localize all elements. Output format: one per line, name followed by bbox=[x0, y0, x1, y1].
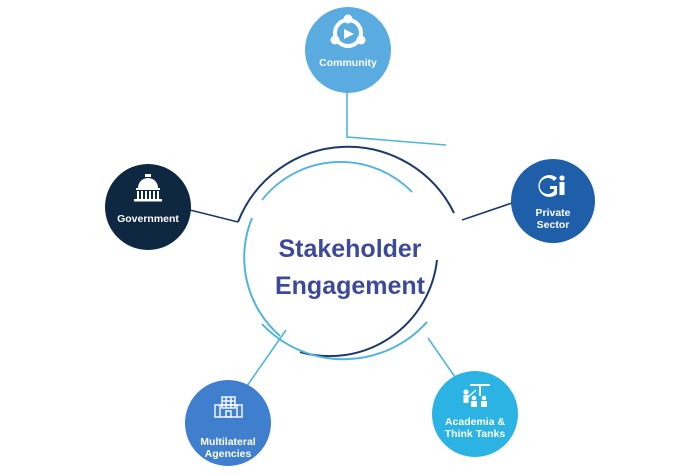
presentation-icon bbox=[463, 384, 490, 407]
node-private-label-line2: Sector bbox=[537, 219, 570, 231]
node-government[interactable]: Government bbox=[105, 164, 191, 250]
node-community-circle bbox=[305, 7, 391, 93]
ring-dark-outer bbox=[237, 145, 455, 223]
center-title-line2: Engagement bbox=[275, 272, 426, 300]
node-private-sector[interactable]: Private Sector bbox=[511, 159, 595, 243]
ring-light-top bbox=[261, 161, 413, 201]
node-academia-circle bbox=[432, 371, 518, 457]
ring-light-left bbox=[243, 217, 281, 337]
node-academia-think-tanks[interactable]: Academia & Think Tanks bbox=[432, 371, 518, 457]
connector-government bbox=[189, 209, 239, 223]
center-rings bbox=[237, 145, 455, 361]
building-icon bbox=[214, 396, 243, 418]
capitol-building-icon bbox=[134, 174, 162, 202]
connector-community bbox=[346, 91, 447, 146]
ring-dark-inner bbox=[299, 259, 438, 358]
center-title-line1: Stakeholder bbox=[278, 235, 421, 263]
node-academia-label-line2: Think Tanks bbox=[445, 428, 506, 440]
node-multilateral-circle bbox=[185, 380, 271, 466]
node-multilateral-agencies[interactable]: Multilateral Agencies bbox=[185, 380, 271, 466]
node-multilateral-label-line1: Multilateral bbox=[200, 436, 256, 448]
connector-private bbox=[461, 202, 513, 221]
node-private-label-line1: Private bbox=[535, 207, 570, 219]
node-government-label: Government bbox=[117, 213, 179, 225]
node-academia-label-line1: Academia & bbox=[445, 416, 506, 428]
gi-logo-icon bbox=[538, 175, 565, 197]
community-icon bbox=[330, 14, 366, 48]
node-multilateral-label-line2: Agencies bbox=[205, 448, 252, 460]
node-government-circle bbox=[105, 164, 191, 250]
node-community[interactable]: Community bbox=[305, 7, 391, 93]
node-community-label: Community bbox=[319, 57, 377, 69]
node-private-circle bbox=[511, 159, 595, 243]
ring-light-bottom bbox=[261, 321, 428, 361]
